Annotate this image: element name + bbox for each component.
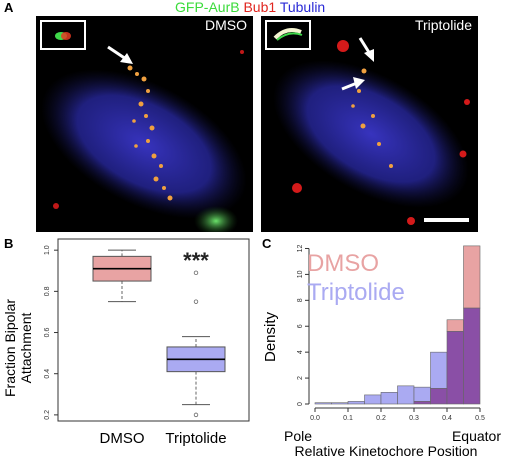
histogram-legend-triptolide: Triptolide <box>307 279 405 306</box>
box-outlier <box>193 270 199 276</box>
histogram-xlabel: Relative Kinetochore Position <box>295 443 478 459</box>
histogram-ytick-label: 6 <box>297 324 304 328</box>
inset-triptolide <box>265 20 311 50</box>
histogram-xtick-label: 0.4 <box>442 415 452 422</box>
boxplot-ytick-label: 0.6 <box>44 328 51 338</box>
histogram-bar-triptolide <box>380 392 398 405</box>
boxplot-category-label: Triptolide <box>165 430 226 447</box>
boxplot-frame <box>57 238 250 422</box>
histogram-bar-triptolide <box>364 394 382 405</box>
boxplot-category-label: DMSO <box>100 430 145 447</box>
significance-stars: *** <box>183 248 209 273</box>
histogram-bar-overlap <box>430 388 448 405</box>
boxplot-ytick-label: 1.0 <box>44 245 51 255</box>
histogram-bar-overlap <box>446 331 464 405</box>
histogram-bar-triptolide <box>314 402 332 405</box>
dmso-image-label: DMSO <box>205 17 247 33</box>
box-outlier <box>193 412 199 418</box>
histogram-bar-dmso <box>463 245 481 309</box>
boxplot-ytick-label: 0.8 <box>44 286 51 296</box>
boxplot-ylabel-line1: Fraction Bipolar <box>2 299 18 397</box>
histogram-bars <box>314 245 481 405</box>
inset-dmso <box>40 20 86 50</box>
micrograph-dmso-image <box>41 50 247 232</box>
boxplot-xaxis: DMSO Triptolide <box>100 430 227 447</box>
histogram-ytick-label: 10 <box>297 270 304 278</box>
histogram-ytick-label: 0 <box>297 402 304 406</box>
legend-gfp-aurb: GFP-AurB <box>175 0 240 15</box>
panel-b-letter: B <box>4 236 14 251</box>
histogram-bar-dmso <box>446 319 464 332</box>
box-outlier <box>193 299 199 304</box>
equator-label: Equator <box>452 428 501 444</box>
pole-label: Pole <box>284 428 312 444</box>
histogram-xtick-label: 0.3 <box>409 415 419 422</box>
histogram-chart: Density 0 2 4 6 8 10 12 0.0 0.1 0.2 0.3 0.4 0.5 DMSO… <box>262 244 501 459</box>
boxplot-ytick-label: 0.2 <box>44 410 51 420</box>
histogram-ytick-label: 8 <box>297 298 304 302</box>
scale-bar <box>424 218 469 222</box>
boxplot-marks <box>92 249 226 418</box>
histogram-ytick-label: 12 <box>297 244 304 252</box>
legend-bub1: Bub1 <box>243 0 277 15</box>
histogram-xtick-label: 0.0 <box>310 415 320 422</box>
boxplot-ylabel-line2: Attachment <box>18 312 34 383</box>
histogram-axes: 0 2 4 6 8 10 12 0.0 0.1 0.2 0.3 0.4 0.5 <box>297 244 485 422</box>
histogram-ylabel: Density <box>262 311 279 362</box>
histogram-ytick-label: 4 <box>297 350 304 354</box>
micrograph-triptolide-image <box>273 40 470 225</box>
histogram-xtick-label: 0.2 <box>376 415 386 422</box>
histogram-bar-triptolide <box>430 351 448 389</box>
panel-c-letter: C <box>262 236 272 251</box>
micrograph-dmso: DMSO <box>36 16 253 232</box>
histogram-legend-dmso: DMSO <box>307 250 379 277</box>
boxplot-ytick-label: 0.4 <box>44 369 51 379</box>
arrow-triptolide-2 <box>341 77 365 91</box>
panel-a-letter: A <box>4 0 14 15</box>
boxplot-yaxis: 0.2 0.4 0.6 0.8 1.0 <box>44 245 58 420</box>
boxplot-chart: Fraction Bipolar Attachment 0.2 0.4 0.6 0.8… <box>2 238 250 447</box>
histogram-bar-triptolide <box>413 386 431 402</box>
triptolide-image-label: Triptolide <box>414 17 472 33</box>
histogram-bar-overlap <box>463 307 481 405</box>
histogram-xtick-label: 0.5 <box>475 415 485 422</box>
micrograph-triptolide: Triptolide <box>261 16 478 232</box>
histogram-bar-overlap <box>413 401 431 405</box>
histogram-bar-triptolide <box>397 385 415 405</box>
histogram-xtick-label: 0.1 <box>343 415 353 422</box>
panel-a-legend: GFP-AurB Bub1 Tubulin <box>175 0 325 15</box>
legend-tubulin: Tubulin <box>279 0 326 15</box>
histogram-bar-triptolide <box>347 401 365 405</box>
histogram-ytick-label: 2 <box>297 376 304 380</box>
arrow-dmso <box>107 45 133 64</box>
histogram-bar-triptolide <box>331 402 349 405</box>
arrow-triptolide-1 <box>358 37 374 62</box>
